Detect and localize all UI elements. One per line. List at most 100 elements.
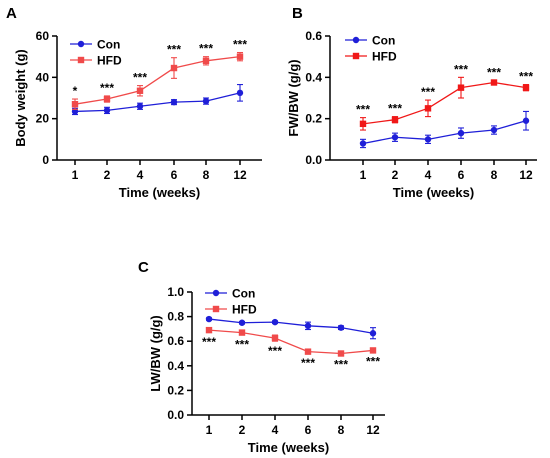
significance-label: *** [233,38,247,52]
x-tick-label: 6 [171,168,178,182]
legend-entry: HFD [97,54,122,68]
significance-label: * [73,84,78,98]
data-point [170,64,178,72]
x-tick-label: 2 [104,168,111,182]
data-point [205,315,213,323]
series-line [208,329,374,355]
significance-label: *** [366,355,380,369]
y-tick-label: 1.0 [167,285,184,299]
y-tick-label: 20 [36,112,50,126]
legend-entry: Con [97,38,120,52]
significance-label: *** [388,102,402,116]
data-point [103,107,111,114]
x-tick-label: 2 [392,168,399,182]
significance-label: *** [301,356,315,370]
significance-label: *** [334,358,348,372]
data-point [71,101,79,108]
legend-marker [77,56,85,64]
data-point [238,329,246,336]
y-tick-label: 40 [36,70,50,84]
data-point [490,126,498,134]
y-tick-label: 0.2 [305,112,322,126]
y-tick-label: 0.4 [167,359,184,373]
series-hfd [205,326,377,357]
panel-letter: A [6,5,17,22]
data-point [424,136,432,143]
data-point [337,350,345,357]
series-line [74,92,241,113]
legend-entry: HFD [372,50,397,64]
x-tick-label: 12 [366,423,380,437]
significance-label: *** [133,71,147,85]
series-con [71,84,244,116]
legend: Con HFD [205,287,257,317]
y-tick-label: 0.6 [305,29,322,43]
x-tick-label: 4 [137,168,144,182]
data-point [391,134,399,141]
data-point [490,79,498,86]
y-tick-label: 0.8 [167,310,184,324]
data-point [359,140,367,147]
significance-label: *** [100,81,114,95]
data-point [136,87,144,94]
legend-marker [352,52,360,60]
series-hfd [359,76,530,131]
x-axis-title: Time (weeks) [248,440,329,455]
data-point [236,53,244,60]
legend-entry: Con [372,34,395,48]
significance-label: *** [487,65,501,79]
data-point [202,57,210,64]
series-con [205,315,377,340]
data-point [391,116,399,123]
x-tick-label: 8 [491,168,498,182]
significance-label: *** [167,43,181,57]
legend: Con HFD [345,34,397,64]
panel-letter: B [292,5,303,22]
data-point [304,322,312,330]
series-line [208,318,374,334]
data-point [369,330,377,337]
significance-label: *** [519,70,533,84]
series-line [362,120,527,145]
x-tick-label: 6 [305,423,312,437]
legend-marker [212,289,220,297]
data-point [457,84,465,91]
data-point [522,84,530,91]
significance-label: *** [421,85,435,99]
significance-label: *** [202,335,216,349]
data-point [202,97,210,105]
data-point [136,103,144,110]
y-tick-label: 0.4 [305,70,322,84]
data-point [359,120,367,128]
data-point [238,319,246,326]
data-point [170,98,178,106]
x-tick-label: 1 [360,168,367,182]
significance-label: *** [235,337,249,351]
x-tick-label: 1 [72,168,79,182]
x-tick-label: 12 [519,168,533,182]
y-axis-title: LW/BW (g/g) [148,315,163,392]
x-tick-label: 12 [233,168,247,182]
y-tick-label: 0.2 [167,383,184,397]
y-tick-label: 60 [36,29,50,43]
significance-label: *** [199,42,213,56]
y-axis-title: FW/BW (g/g) [286,59,301,136]
data-point [236,89,244,97]
legend-marker [352,36,360,44]
data-point [522,117,530,124]
significance-label: *** [356,103,370,117]
data-point [337,324,345,331]
y-tick-label: 0.0 [167,408,184,422]
data-point [424,105,432,112]
x-tick-label: 2 [239,423,246,437]
series-hfd [71,51,244,110]
panel-letter: C [138,259,149,276]
data-point [271,318,279,326]
y-tick-label: 0.6 [167,334,184,348]
data-point [304,348,312,355]
series-line [362,81,527,125]
